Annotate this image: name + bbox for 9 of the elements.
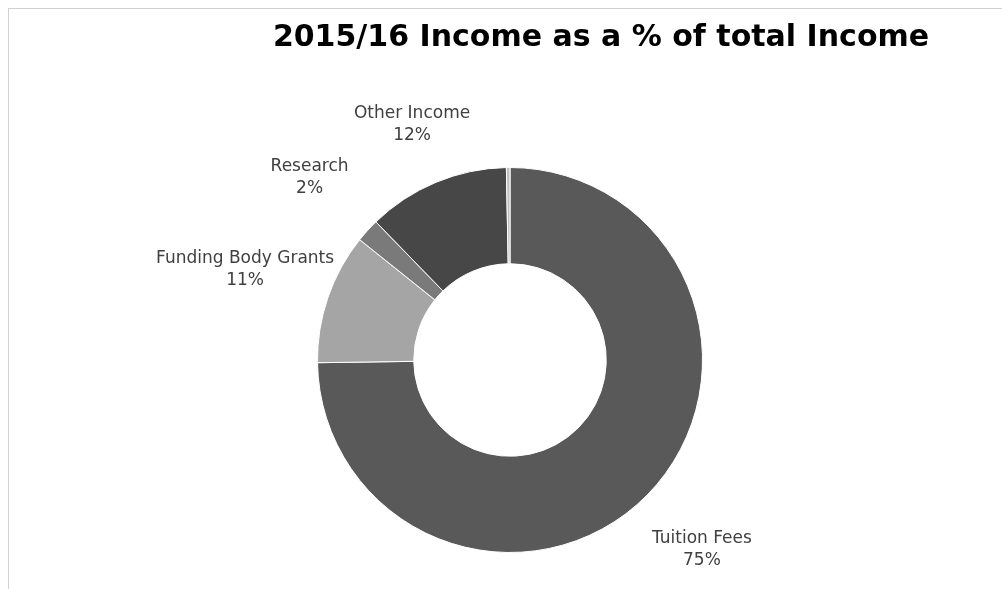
slice-label: Other Income xyxy=(353,102,471,123)
chart-title: 2015/16 Income as a % of total Income xyxy=(271,18,931,53)
data-label: 75% xyxy=(683,548,721,569)
data-label: 2% xyxy=(296,177,324,198)
data-label: 11% xyxy=(226,268,264,289)
slice-label: Tuition Fees xyxy=(650,526,753,547)
slice-label: Research xyxy=(270,155,349,176)
slice-label: Funding Body Grants xyxy=(156,246,335,267)
data-label: 12% xyxy=(393,124,431,145)
